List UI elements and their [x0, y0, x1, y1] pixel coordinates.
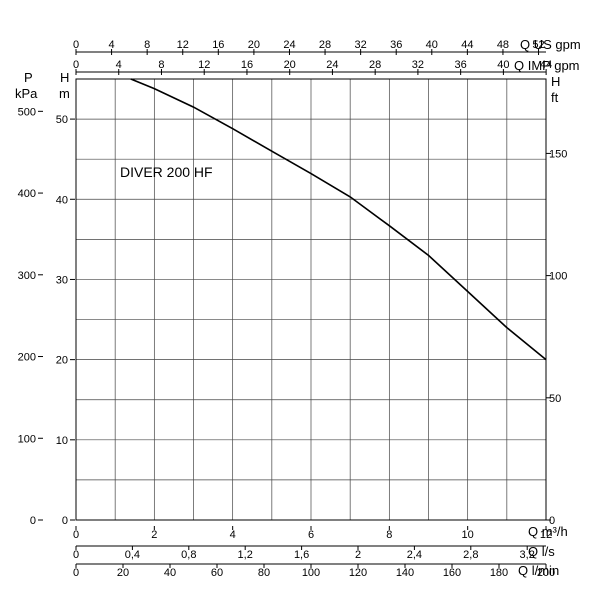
x-tick-label: 200 [537, 567, 555, 579]
x-tick-label: 0,4 [125, 549, 140, 561]
y-tick-label: 500 [18, 106, 36, 118]
x-tick-label: 1,2 [238, 549, 253, 561]
top-tick-label: 24 [283, 39, 295, 51]
top-tick-label: 4 [116, 59, 122, 71]
x-tick-label: 180 [490, 567, 508, 579]
y-tick-label: 50 [56, 114, 68, 126]
right-tick-label: 150 [549, 148, 567, 160]
right-tick-label: 50 [549, 393, 561, 405]
top-tick-label: 28 [369, 59, 381, 71]
head-m-axis-label-m: m [59, 86, 70, 101]
x-tick-label: 140 [396, 567, 414, 579]
top-tick-label: 40 [426, 39, 438, 51]
top-tick-label: 12 [177, 39, 189, 51]
pressure-axis-label-kpa: kPa [15, 86, 38, 101]
top-tick-label: 16 [212, 39, 224, 51]
top-tick-label: 44 [540, 59, 552, 71]
x-tick-label: 2 [355, 549, 361, 561]
x-tick-label: 20 [117, 567, 129, 579]
x-tick-label: 2,8 [463, 549, 478, 561]
x-tick-label: 12 [540, 529, 552, 541]
y-tick-label: 400 [18, 188, 36, 200]
x-tick-label: 0,8 [181, 549, 196, 561]
lmin-axis-label: Q l/min [518, 563, 559, 578]
x-tick-label: 60 [211, 567, 223, 579]
top-tick-label: 40 [497, 59, 509, 71]
y-tick-label: 100 [18, 433, 36, 445]
x-tick-label: 80 [258, 567, 270, 579]
chart-axes: 0 2 4 6 8 10 120 0,4 0,8 1,2 1,6 2 2,4 2,8 3,20 20 40 60 8… [18, 39, 568, 579]
top-tick-label: 48 [497, 39, 509, 51]
top-tick-label: 36 [390, 39, 402, 51]
top-tick-label: 32 [412, 59, 424, 71]
y-tick-label: 300 [18, 270, 36, 282]
head-ft-axis-label-h: H [551, 74, 560, 89]
x-tick-label: 120 [349, 567, 367, 579]
top-tick-label: 28 [319, 39, 331, 51]
us-gpm-axis-label: Q US gpm [520, 37, 581, 52]
x-tick-label: 100 [302, 567, 320, 579]
x-tick-label: 0 [73, 567, 79, 579]
x-tick-label: 0 [73, 529, 79, 541]
top-tick-label: 8 [158, 59, 164, 71]
head-m-axis-label-h: H [60, 70, 69, 85]
x-tick-label: 3,2 [520, 549, 535, 561]
top-tick-label: 12 [198, 59, 210, 71]
curves: DIVER 200 HF [120, 78, 547, 361]
x-tick-label: 0 [73, 549, 79, 561]
pressure-axis-label-p: P [24, 70, 33, 85]
x-tick-label: 160 [443, 567, 461, 579]
ls-axis-label: Q l/s [528, 544, 555, 559]
series-label: DIVER 200 HF [120, 164, 213, 180]
imp-gpm-axis-label: Q IMP gpm [514, 58, 580, 73]
top-tick-label: 44 [461, 39, 473, 51]
y-tick-label: 200 [18, 352, 36, 364]
y-tick-label: 20 [56, 355, 68, 367]
y-tick-label: 30 [56, 274, 68, 286]
x-tick-label: 6 [308, 529, 314, 541]
y-tick-label: 0 [62, 515, 68, 527]
top-tick-label: 24 [326, 59, 338, 71]
y-tick-label: 0 [30, 515, 36, 527]
top-tick-label: 16 [241, 59, 253, 71]
top-tick-label: 20 [284, 59, 296, 71]
x-tick-label: 2,4 [407, 549, 422, 561]
top-tick-label: 52 [532, 39, 544, 51]
right-tick-label: 100 [549, 271, 567, 283]
diver-200-hf-curve [130, 78, 547, 361]
x-tick-label: 10 [462, 529, 474, 541]
y-tick-label: 10 [56, 435, 68, 447]
x-tick-label: 8 [386, 529, 392, 541]
top-tick-label: 0 [73, 39, 79, 51]
top-tick-label: 20 [248, 39, 260, 51]
head-ft-axis-label-ft: ft [551, 90, 559, 105]
x-tick-label: 40 [164, 567, 176, 579]
x-tick-label: 2 [151, 529, 157, 541]
y-tick-label: 40 [56, 194, 68, 206]
x-tick-label: 4 [230, 529, 236, 541]
top-tick-label: 32 [355, 39, 367, 51]
m3h-axis-label: Q m³/h [528, 524, 568, 539]
right-tick-label: 0 [549, 515, 555, 527]
top-tick-label: 8 [144, 39, 150, 51]
plot-grid [75, 78, 547, 521]
x-tick-label: 1,6 [294, 549, 309, 561]
top-tick-label: 4 [109, 39, 115, 51]
plot-frame [75, 78, 547, 521]
top-tick-label: 0 [73, 59, 79, 71]
top-tick-label: 36 [455, 59, 467, 71]
